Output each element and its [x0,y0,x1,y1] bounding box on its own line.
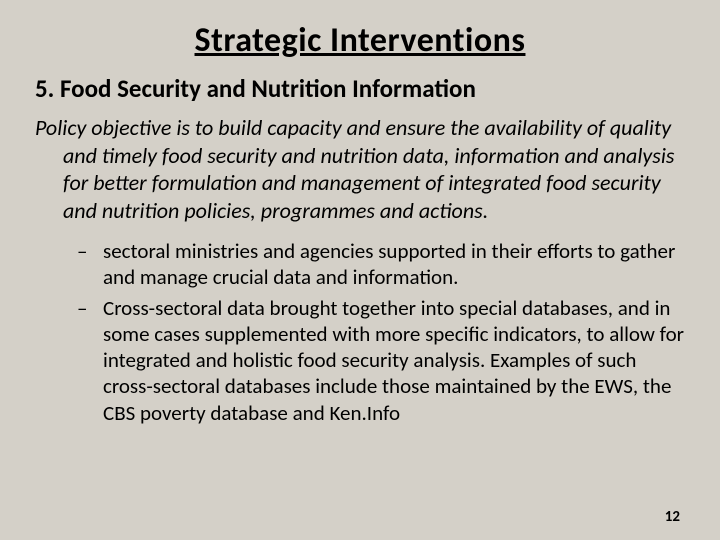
policy-text-content: Policy objective is to build capacity an… [35,114,685,224]
page-number: 12 [665,508,680,526]
section-heading: 5. Food Security and Nutrition Informati… [35,73,685,104]
list-item: sectoral ministries and agencies support… [85,238,685,291]
policy-objective-text: Policy objective is to build capacity an… [35,114,685,224]
bullet-list: sectoral ministries and agencies support… [35,238,685,426]
list-item: Cross-sectoral data brought together int… [85,295,685,426]
page-title: Strategic Interventions [35,20,685,61]
